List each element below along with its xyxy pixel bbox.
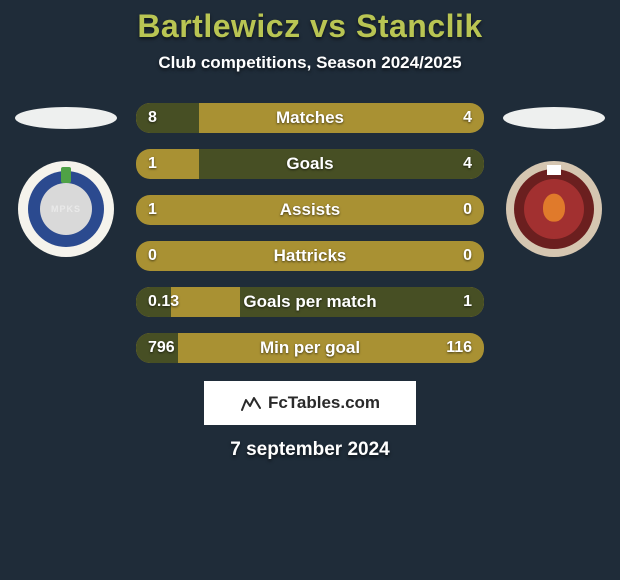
stat-row: 8 4 Matches [136,103,484,133]
stat-right-value: 0 [463,247,472,265]
stat-row: 796 116 Min per goal [136,333,484,363]
stat-name: Goals per match [243,292,376,312]
stat-right-value: 4 [463,155,472,173]
stat-name: Goals [286,154,333,174]
left-badge-text: MPKS [51,204,81,214]
stat-right-value: 1 [463,293,472,311]
left-player-silhouette [15,107,117,129]
stat-right-value: 0 [463,201,472,219]
left-club-badge: MPKS [18,161,114,257]
stat-bars: 8 4 Matches 1 4 Goals 1 0 Assists 0 0 Hattricks 0.13… [126,103,494,363]
stat-left-value: 8 [148,109,157,127]
content-row: MPKS 8 4 Matches 1 4 Goals 1 0 Assists 0 0 Hattrick… [0,101,620,363]
stat-row: 0 0 Hattricks [136,241,484,271]
right-club-badge [506,161,602,257]
date-label: 7 september 2024 [0,439,620,461]
left-badge-inner: MPKS [40,183,92,235]
stat-name: Min per goal [260,338,360,358]
stat-left-value: 0 [148,247,157,265]
stat-left-value: 0.13 [148,293,179,311]
right-player-silhouette [503,107,605,129]
stat-right-fill [199,149,484,179]
right-player-column [494,101,614,257]
stat-right-value: 116 [446,339,472,357]
stat-left-value: 796 [148,339,175,357]
stat-row: 0.13 1 Goals per match [136,287,484,317]
comparison-card: Bartlewicz vs Stanclik Club competitions… [0,0,620,580]
left-badge-accent [61,167,71,183]
left-player-column: MPKS [6,101,126,257]
stat-name: Hattricks [274,246,347,266]
source-badge-text: FcTables.com [268,393,380,413]
page-title: Bartlewicz vs Stanclik [0,0,620,45]
stat-left-value: 1 [148,201,157,219]
subtitle: Club competitions, Season 2024/2025 [0,53,620,73]
stat-left-fill [136,103,199,133]
source-badge: FcTables.com [204,381,416,425]
stat-name: Assists [280,200,340,220]
stat-left-value: 1 [148,155,157,173]
right-badge-flag [547,165,561,175]
stat-row: 1 0 Assists [136,195,484,225]
fctables-icon [240,394,262,412]
stat-right-value: 4 [463,109,472,127]
stat-row: 1 4 Goals [136,149,484,179]
right-badge-flame-icon [543,194,565,222]
stat-name: Matches [276,108,344,128]
